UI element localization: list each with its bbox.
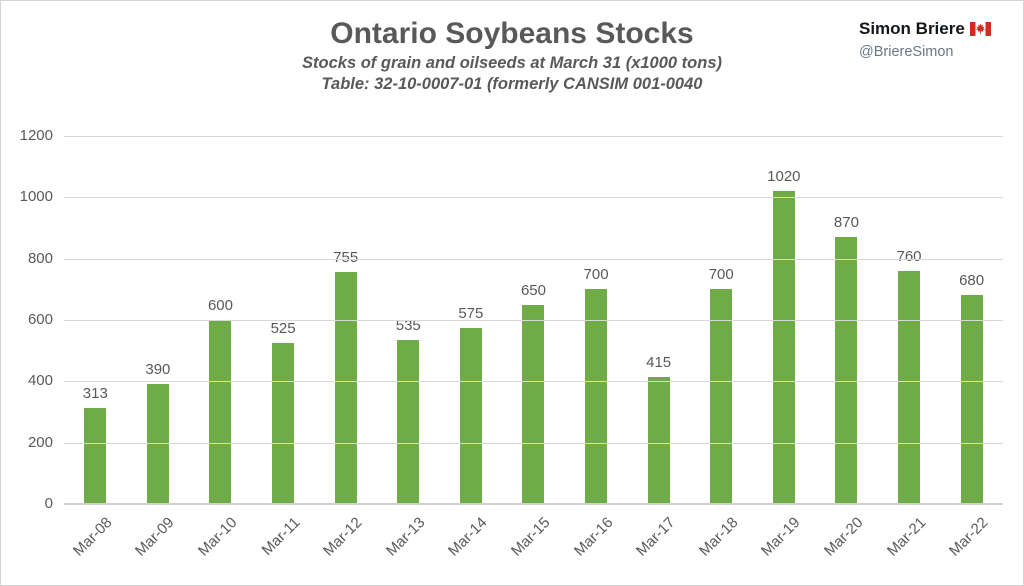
bar-slot: 755 Mar-12 xyxy=(314,136,377,559)
bar-value-label: 390 xyxy=(145,361,171,379)
bar-slot: 1020 Mar-19 xyxy=(753,136,816,559)
gridline xyxy=(64,442,1003,444)
bar-slot: 870 Mar-20 xyxy=(815,136,878,559)
x-axis-label: Mar-15 xyxy=(507,514,554,560)
y-tick-label: 1000 xyxy=(19,188,53,206)
x-axis-label: Mar-14 xyxy=(445,514,491,560)
bar-value-label: 700 xyxy=(583,266,609,284)
bar xyxy=(960,295,983,504)
x-axis-label: Mar-11 xyxy=(258,514,304,559)
bar-slot: 313 Mar-08 xyxy=(64,136,127,560)
bar-slot: 575 Mar-14 xyxy=(440,136,503,560)
bar-value-label: 575 xyxy=(458,304,484,322)
bar-value-label: 700 xyxy=(708,266,734,284)
gridline xyxy=(64,136,1003,137)
plot-area: 313 Mar-08 390 Mar-09 600 Mar-10 525 Mar-11 755 M… xyxy=(64,136,1003,560)
attribution-name: Simon Briere xyxy=(859,18,991,41)
bar-slot: 760 Mar-21 xyxy=(878,136,941,560)
bar-value-label: 535 xyxy=(395,316,421,334)
bar-slot: 525 Mar-11 xyxy=(252,136,315,559)
bar xyxy=(522,304,545,504)
bar-value-label: 1020 xyxy=(767,168,801,186)
attribution-handle: @BriereSimon xyxy=(859,44,954,61)
chart-source-note: Table: 32-10-0007-01 (formerly CANSIM 00… xyxy=(321,75,703,93)
y-tick-label: 200 xyxy=(27,433,53,451)
bar-value-label: 870 xyxy=(833,214,859,232)
y-tick-label: 600 xyxy=(27,311,53,328)
bar-slot: 600 Mar-10 xyxy=(189,136,252,560)
gridline xyxy=(64,381,1003,383)
x-axis-label: Mar-12 xyxy=(320,514,366,560)
x-axis-label: Mar-18 xyxy=(695,514,742,560)
y-axis: 0 200 400 600 800 1000 1200 xyxy=(1,127,53,512)
x-axis-label: Mar-16 xyxy=(570,514,617,560)
bar xyxy=(835,237,858,504)
bar-value-label: 600 xyxy=(207,297,233,314)
bar-value-label: 313 xyxy=(82,385,108,403)
bar-slot: 390 Mar-09 xyxy=(127,136,190,559)
x-axis-label: Mar-22 xyxy=(946,514,992,560)
canada-flag-icon xyxy=(969,20,991,41)
bar-slot: 700 Mar-16 xyxy=(565,136,628,559)
x-axis-baseline xyxy=(64,503,1003,505)
bar-slot: 650 Mar-15 xyxy=(502,136,565,560)
bar xyxy=(146,384,169,504)
x-axis-label: Mar-08 xyxy=(69,514,116,560)
bar xyxy=(209,320,232,504)
attribution: Simon Briere @BriereSimon xyxy=(859,18,991,61)
gridline xyxy=(64,320,1003,321)
bar-value-label: 755 xyxy=(333,249,359,267)
bar-series: 313 Mar-08 390 Mar-09 600 Mar-10 525 Mar-11 755 M… xyxy=(64,136,1003,560)
bar-value-label: 415 xyxy=(646,353,672,371)
bar-value-label: 680 xyxy=(959,272,985,290)
bar-slot: 680 Mar-22 xyxy=(940,136,1003,559)
bar xyxy=(84,408,107,504)
x-axis-label: Mar-19 xyxy=(758,514,804,560)
bar-value-label: 525 xyxy=(270,320,296,337)
bar xyxy=(397,339,420,504)
gridline xyxy=(64,197,1003,199)
x-axis-label: Mar-20 xyxy=(820,514,867,560)
x-axis-label: Mar-10 xyxy=(194,514,241,560)
y-tick-label: 1200 xyxy=(19,127,53,144)
bar xyxy=(710,289,733,504)
bar xyxy=(585,289,608,504)
y-tick-label: 400 xyxy=(27,372,53,390)
x-axis-label: Mar-17 xyxy=(633,514,679,560)
gridline xyxy=(64,258,1003,260)
y-tick-label: 0 xyxy=(44,495,53,512)
bar xyxy=(772,191,795,504)
bar xyxy=(334,272,357,504)
bar-slot: 535 Mar-13 xyxy=(377,136,440,560)
bar-value-label: 650 xyxy=(520,281,546,299)
y-tick-label: 800 xyxy=(27,249,53,267)
bar-slot: 415 Mar-17 xyxy=(627,136,690,560)
x-axis-label: Mar-09 xyxy=(132,514,178,560)
attribution-name-text: Simon Briere xyxy=(859,19,965,38)
bar-value-label: 760 xyxy=(896,247,922,265)
bar xyxy=(272,343,295,504)
bar-slot: 700 Mar-18 xyxy=(690,136,753,559)
bar xyxy=(898,270,921,504)
bar xyxy=(459,327,482,504)
bar xyxy=(647,376,670,504)
x-axis-label: Mar-21 xyxy=(883,514,930,560)
x-axis-label: Mar-13 xyxy=(382,514,429,560)
